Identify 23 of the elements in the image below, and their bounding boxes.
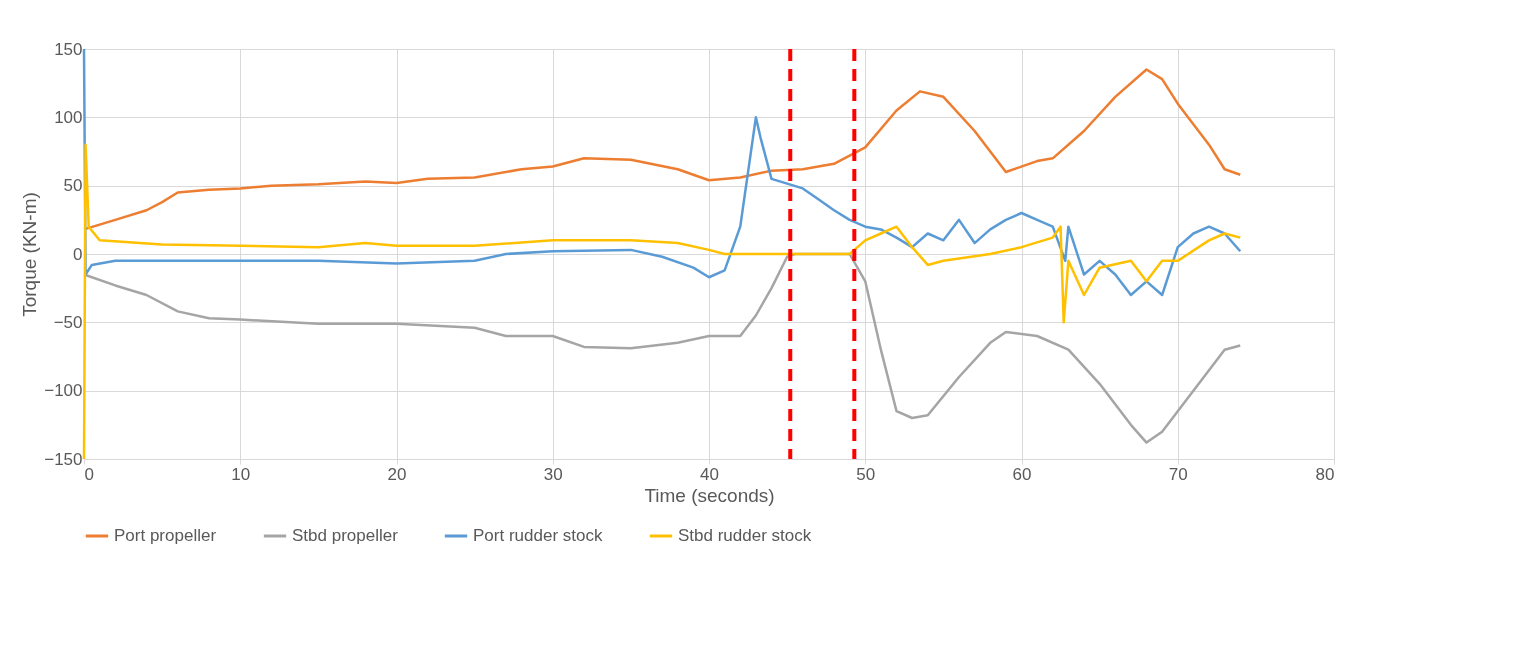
y-tick-label: −150 <box>44 449 83 469</box>
x-tick-label: 60 <box>1012 464 1032 484</box>
x-tick-label: 30 <box>543 464 563 484</box>
y-tick-label: 150 <box>54 39 83 59</box>
legend-label: Stbd propeller <box>292 526 399 545</box>
x-tick-label: 80 <box>1315 464 1335 484</box>
y-tick-label: 50 <box>63 176 83 196</box>
x-tick-label: 70 <box>1168 464 1188 484</box>
y-axis-title: Torque (KN-m) <box>19 192 41 317</box>
legend-label: Port rudder stock <box>473 526 603 545</box>
y-tick-label: 0 <box>73 244 83 264</box>
line-series <box>82 47 1242 297</box>
x-axis-title: Time (seconds) <box>644 484 775 506</box>
y-tick-label: −50 <box>53 312 83 332</box>
line-series <box>82 143 1242 461</box>
legend-label: Port propeller <box>114 526 217 545</box>
x-tick-label: 10 <box>231 464 251 484</box>
legend-label: Stbd rudder stock <box>678 526 812 545</box>
y-tick-label: 100 <box>54 107 83 127</box>
x-tick-label: 20 <box>387 464 407 484</box>
x-tick-label: 40 <box>700 464 719 484</box>
y-tick-label: −100 <box>44 381 83 401</box>
x-tick-label: 50 <box>856 464 876 484</box>
